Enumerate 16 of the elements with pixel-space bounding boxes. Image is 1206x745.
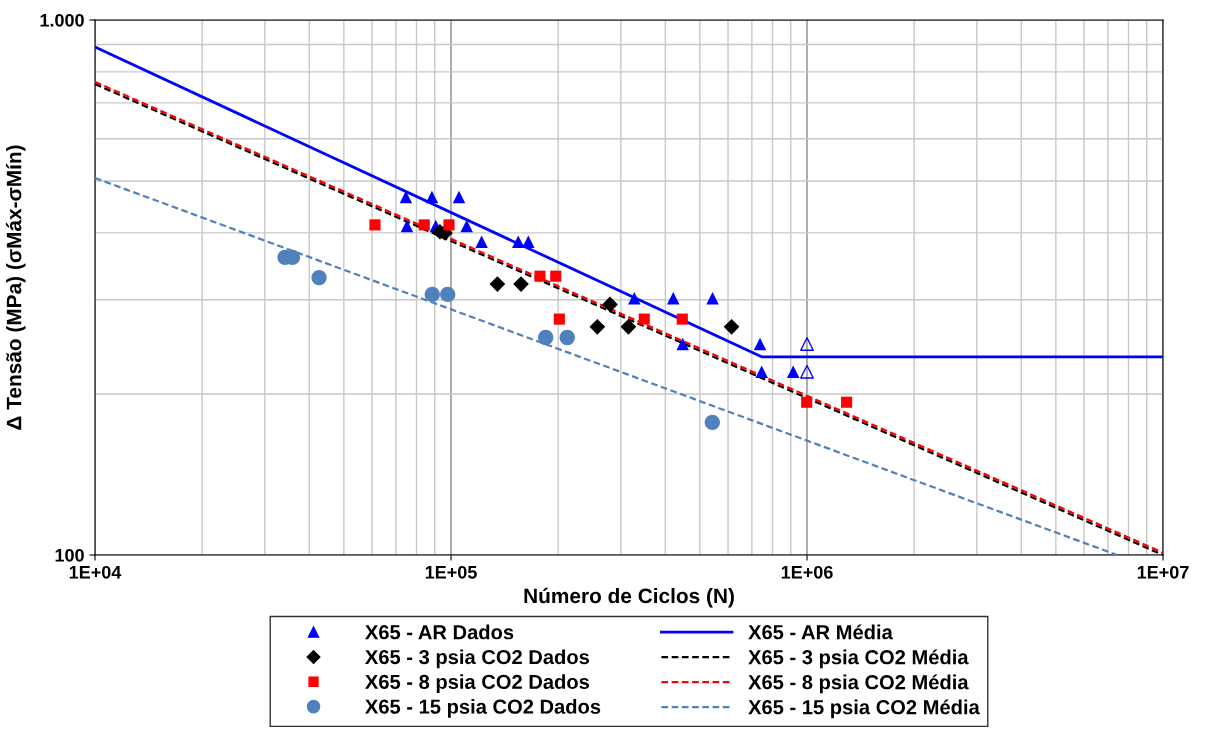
y-tick-label: 1.000: [40, 13, 84, 27]
y-tick-label: 100: [55, 548, 84, 562]
x-tick-label: 1E+06: [781, 565, 833, 579]
x-axis-title: Número de Ciclos (N): [524, 587, 734, 608]
x-tick-label: 1E+05: [425, 565, 477, 579]
legend-label: X65 - 3 psia CO2 Dados: [365, 649, 590, 669]
x-tick-label: 1E+07: [1137, 565, 1189, 579]
legend-label: X65 - 8 psia CO2 Dados: [365, 674, 590, 693]
legend-label: X65 - AR Dados: [365, 624, 514, 640]
legend-label: X65 - AR Média: [748, 624, 893, 640]
x-tick-label: 1E+04: [69, 565, 122, 579]
legend-label: X65 - 3 psia CO2 Média: [748, 649, 969, 669]
y-axis-title: Δ Tensão (MPa) (σMáx-σMín): [5, 145, 26, 430]
legend-label: X65 - 15 psia CO2 Média: [748, 699, 980, 719]
legend-label: X65 - 15 psia CO2 Dados: [365, 699, 601, 718]
legend-label: X65 - 8 psia CO2 Média: [748, 674, 969, 694]
